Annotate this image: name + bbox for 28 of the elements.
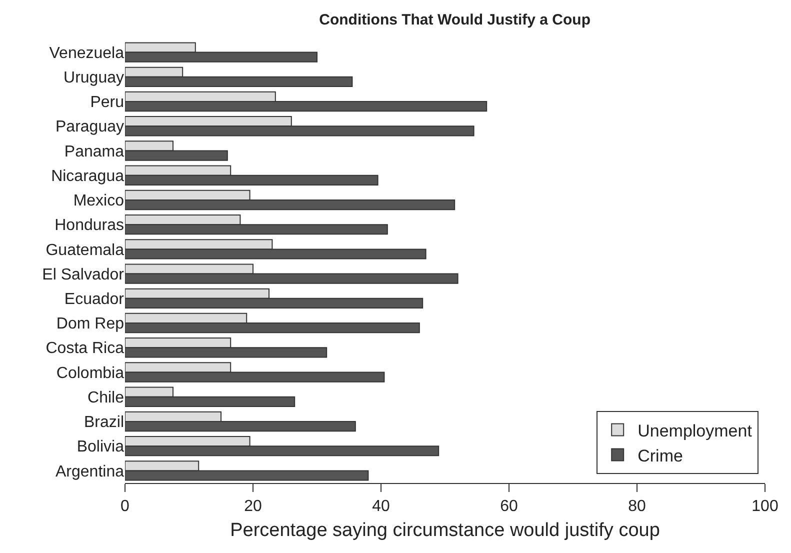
- y-tick-label: Uruguay: [64, 70, 124, 87]
- x-tick-label: 40: [372, 498, 390, 516]
- y-tick-label: Peru: [90, 94, 124, 112]
- x-tick-label: 0: [120, 498, 130, 516]
- y-tick-label: Bolivia: [76, 438, 124, 456]
- y-tick-label: Paraguay: [56, 118, 124, 136]
- legend-label: Unemployment: [638, 421, 752, 440]
- chart-title: Conditions That Would Justify a Coup: [319, 11, 591, 28]
- y-tick-label: Ecuador: [64, 291, 125, 308]
- x-tick-label: 80: [628, 498, 646, 516]
- x-axis-title: Percentage saying circumstance would justify coup: [230, 520, 660, 541]
- y-tick-label: Argentina: [56, 463, 124, 480]
- y-tick-label: Panama: [64, 143, 124, 160]
- y-tick-label: Honduras: [54, 217, 124, 234]
- y-tick-label: Colombia: [56, 364, 124, 382]
- x-tick-label: 60: [500, 498, 518, 516]
- y-tick-label: Mexico: [73, 192, 124, 210]
- y-tick-label: Chile: [88, 389, 124, 406]
- x-tick-label: 100: [752, 498, 778, 516]
- legend-label: Crime: [638, 446, 683, 466]
- y-tick-label: Costa Rica: [46, 340, 124, 358]
- y-tick-label: Venezuela: [49, 44, 124, 62]
- y-tick-label: Brazil: [84, 414, 124, 432]
- x-tick-label: 20: [244, 498, 262, 516]
- y-tick-label: El Salvador: [42, 266, 125, 284]
- y-tick-label: Dom Rep: [56, 316, 124, 333]
- y-tick-label: Nicaragua: [51, 168, 124, 185]
- y-tick-label: Guatemala: [46, 242, 124, 259]
